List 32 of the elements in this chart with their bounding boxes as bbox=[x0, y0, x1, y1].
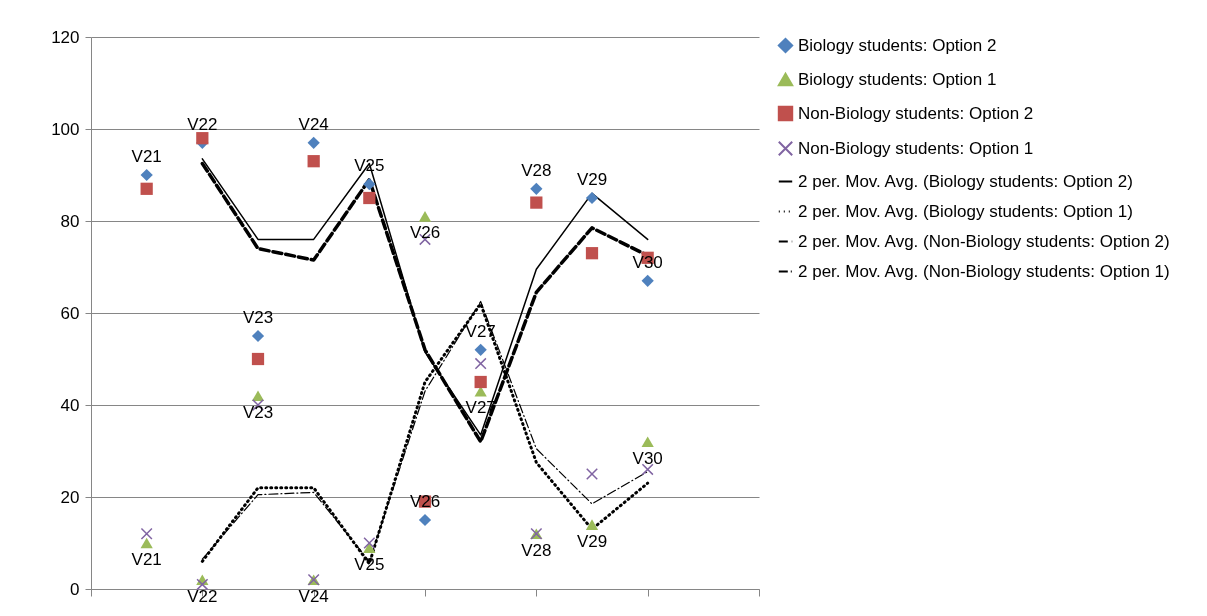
data-label: V28 bbox=[521, 160, 552, 180]
legend-label: 2 per. Mov. Avg. (Biology students: Option 2) bbox=[798, 171, 1133, 191]
data-label: V21 bbox=[131, 147, 162, 166]
data-label: V25 bbox=[354, 554, 385, 574]
data-label: V30 bbox=[632, 252, 663, 272]
data-label: V23 bbox=[242, 402, 274, 422]
y-tick-label: 120 bbox=[51, 27, 80, 47]
data-label: V22 bbox=[187, 586, 218, 606]
data-label: V21 bbox=[131, 550, 162, 569]
data-label: V23 bbox=[242, 308, 274, 327]
data-label: V30 bbox=[632, 448, 663, 468]
data-label: V24 bbox=[298, 114, 329, 134]
y-tick-label: 20 bbox=[60, 487, 80, 507]
data-label: V22 bbox=[187, 114, 218, 134]
data-label: V28 bbox=[521, 540, 552, 560]
y-tick-label: 80 bbox=[60, 211, 80, 231]
legend-label: Biology students: Option 2 bbox=[798, 35, 997, 55]
y-tick-label: 0 bbox=[70, 579, 80, 599]
data-label: V29 bbox=[576, 531, 608, 551]
legend-label: 2 per. Mov. Avg. (Biology students: Option 1) bbox=[798, 201, 1133, 221]
data-label: V26 bbox=[409, 223, 441, 243]
legend-label: 2 per. Mov. Avg. (Non-Biology students: Option 2) bbox=[798, 231, 1170, 251]
legend-label: Biology students: Option 1 bbox=[798, 69, 997, 89]
data-label: V24 bbox=[298, 586, 329, 606]
legend-label: 2 per. Mov. Avg. (Non-Biology students: Option 1) bbox=[798, 261, 1170, 281]
legend-label: Non-Biology students: Option 1 bbox=[798, 138, 1034, 158]
data-label: V29 bbox=[576, 170, 608, 189]
data-label: V25 bbox=[354, 156, 385, 176]
legend-label: Non-Biology students: Option 2 bbox=[798, 103, 1034, 123]
y-tick-label: 40 bbox=[60, 395, 80, 415]
y-tick-label: 100 bbox=[51, 119, 80, 139]
y-tick-label: 60 bbox=[60, 303, 80, 323]
